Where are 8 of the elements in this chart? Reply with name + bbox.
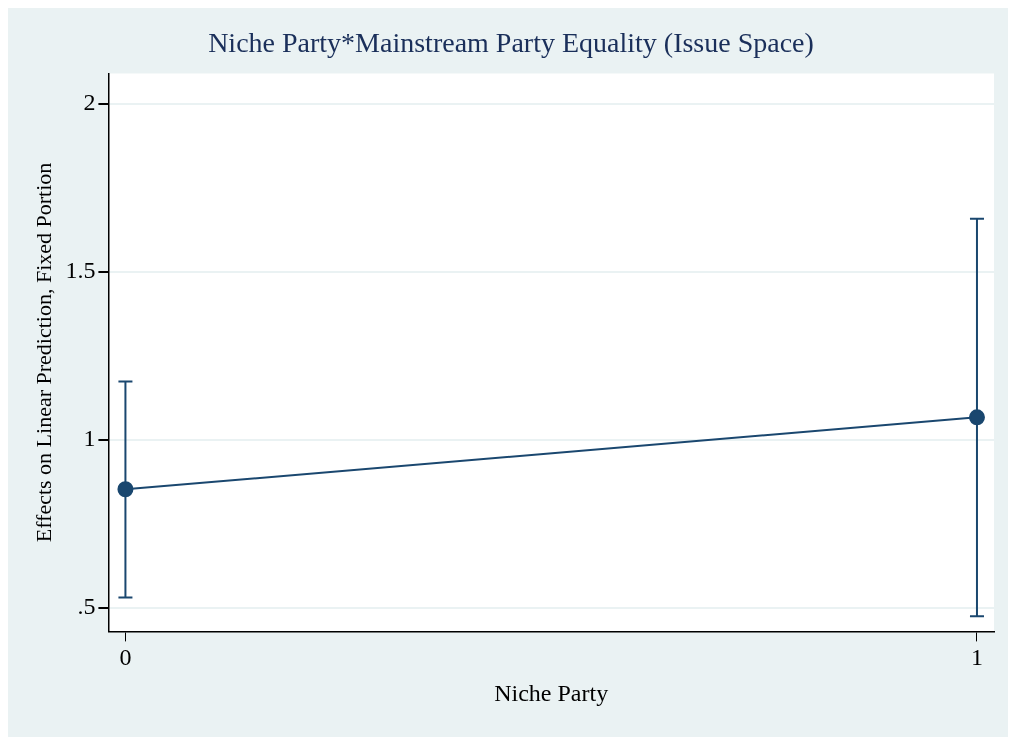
y-tick-label: .5 <box>77 593 96 620</box>
y-tick-label: 1 <box>83 425 96 452</box>
y-tick-label: 1.5 <box>65 257 96 284</box>
x-tick-label: 0 <box>119 644 132 671</box>
y-axis-title: Effects on Linear Prediction, Fixed Portion <box>30 162 56 543</box>
y-tick-label: 2 <box>83 89 96 116</box>
chart-title: Niche Party*Mainstream Party Equality (Issue Space) <box>208 27 814 59</box>
x-axis-title: Niche Party <box>494 679 609 706</box>
